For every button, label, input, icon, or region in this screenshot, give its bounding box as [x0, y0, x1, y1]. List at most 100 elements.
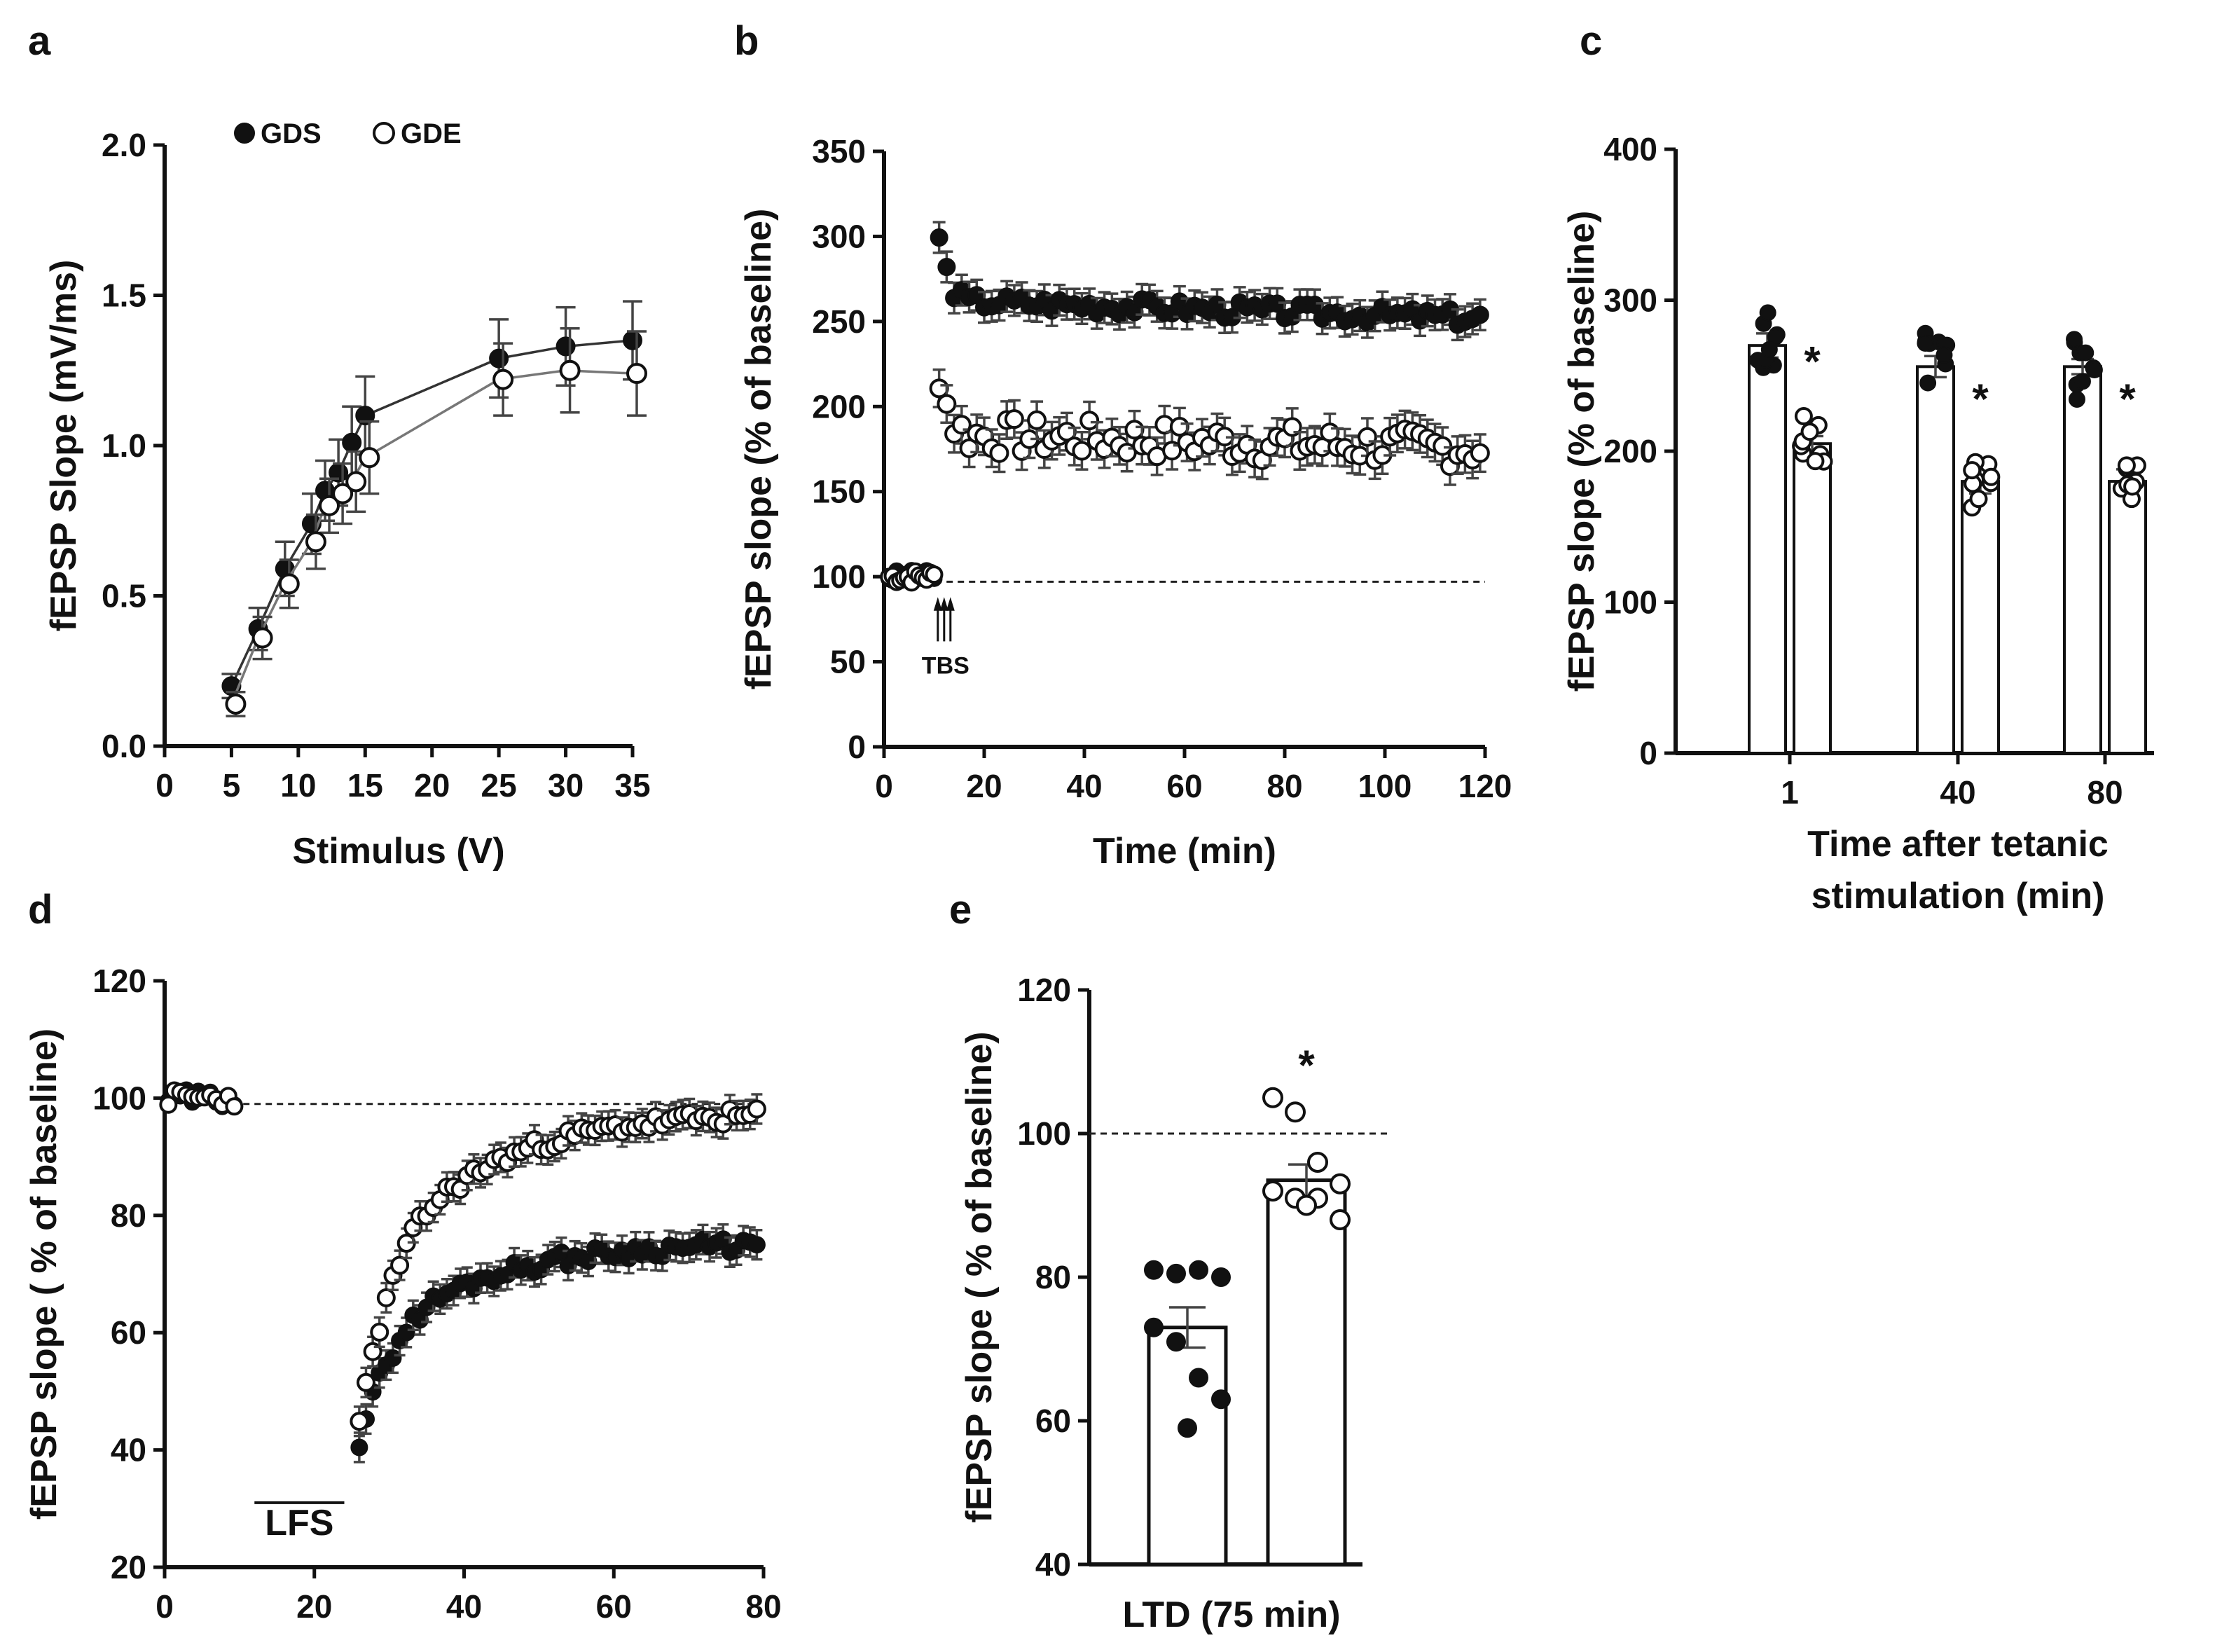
data-point-gde [492, 369, 514, 390]
baseline-point-gde [225, 1097, 244, 1116]
panel-label: e [949, 887, 972, 932]
data-point-gde [1262, 1087, 1283, 1108]
baseline-point-gde [925, 565, 944, 584]
x-axis-label: Stimulus (V) [292, 831, 504, 872]
legend-marker-gds [234, 123, 255, 144]
data-point-gde [2117, 456, 2136, 475]
data-point-gds [2085, 361, 2103, 378]
data-point-gde [1969, 490, 1988, 509]
series-line-gde [230, 369, 633, 705]
panel-a-chart: 0.0 0.5 1.0 1.5 2.0 0 5 10 15 20 25 30 35 fEPSP Slope… [43, 118, 651, 872]
y-tick-label: 400 [1603, 131, 1657, 167]
legend-label-gde: GDE [401, 118, 462, 149]
data-point-gds [2066, 331, 2083, 348]
y-axis-label: fEPSP slope ( % of baseline) [24, 1028, 64, 1520]
panel-label: d [28, 887, 53, 932]
data-point-gds [1189, 1260, 1208, 1280]
y-tick-label: 120 [92, 963, 146, 999]
y-tick-label: 0 [848, 729, 866, 765]
data-point-gds [1919, 374, 1937, 392]
y-tick-label: 0.5 [102, 578, 146, 614]
x-tick-label: 120 [1458, 768, 1512, 804]
x-tick-label: 60 [596, 1588, 632, 1625]
significance-star: * [2119, 376, 2136, 422]
series-line-gds [230, 339, 633, 687]
x-tick-label: 60 [1166, 768, 1202, 804]
data-point-gde [937, 394, 957, 414]
data-point-gds [555, 336, 576, 357]
data-point-gde [1806, 452, 1825, 471]
data-point-gde [1433, 436, 1453, 456]
x-axis-label-line: stimulation (min) [1812, 876, 2105, 916]
data-point-gde [1357, 427, 1377, 447]
tbs-label: TBS [922, 653, 969, 680]
x-tick-label: 100 [1358, 768, 1412, 804]
data-point-gds [350, 1438, 368, 1457]
data-point-gds [2068, 391, 2085, 408]
legend-label-gds: GDS [261, 118, 322, 149]
y-axis-label: fEPSP slope (% of baseline) [738, 209, 779, 690]
data-point-gds [2073, 373, 2091, 390]
lfs-label: LFS [265, 1503, 333, 1543]
y-axis-label: fEPSP slope (% of baseline) [1561, 211, 1602, 692]
x-tick-label: 40 [1940, 774, 1975, 811]
y-tick-label: 60 [111, 1314, 146, 1351]
y-tick-label: 200 [1603, 433, 1657, 469]
data-point-gds [342, 432, 362, 453]
y-tick-label: 100 [812, 558, 866, 595]
data-point-gds [747, 1236, 766, 1254]
data-point-gds [1759, 304, 1776, 322]
x-tick-label: 0 [156, 1588, 174, 1625]
x-axis-label: LTD (75 min) [1122, 1595, 1340, 1635]
data-point-gds [1166, 1263, 1186, 1283]
data-point-gds [937, 258, 956, 277]
x-tick-label: 25 [481, 767, 517, 804]
y-axis-label: fEPSP slope ( % of baseline) [959, 1031, 1000, 1522]
y-tick-label: 100 [1603, 584, 1657, 621]
data-point-gds [1760, 340, 1778, 358]
data-point-gds [1144, 1317, 1164, 1337]
data-point-gde [1124, 420, 1145, 440]
x-axis-label-line: Time after tetanic [1807, 824, 2109, 865]
panel-b-chart: 0 50 100 150 200 250 300 350 0 20 40 60 80 100 120 fEPS… [738, 133, 1512, 872]
x-tick-label: 30 [548, 767, 584, 804]
data-point-gde [251, 627, 273, 649]
data-point-gde [1330, 1209, 1351, 1230]
bar-gds [2063, 365, 2102, 755]
data-point-gde [1800, 422, 1819, 441]
data-point-gde [1079, 411, 1100, 431]
data-point-gde [1004, 409, 1024, 429]
x-axis-label: Time (min) [1093, 831, 1276, 872]
data-point-gde [1307, 1152, 1328, 1173]
y-tick-label: 50 [830, 644, 866, 680]
y-tick-label: 0 [1639, 735, 1657, 771]
y-tick-label: 150 [812, 474, 866, 510]
bar-gde [1793, 442, 1832, 755]
data-point-gds [623, 330, 642, 350]
data-point-gde [359, 447, 380, 469]
y-tick-label: 100 [92, 1080, 146, 1116]
y-tick-label: 80 [111, 1197, 146, 1234]
data-point-gde [390, 1255, 410, 1275]
data-point-gde [350, 1412, 369, 1431]
data-point-gds [1211, 1389, 1231, 1410]
data-point-gde [1027, 410, 1047, 430]
panel-c-chart: 0 100 200 300 400 fEPSP slope (% of baseline)… [1561, 131, 2154, 916]
x-tick-label: 0 [875, 768, 893, 804]
data-point-gde [1470, 443, 1490, 463]
data-point-gde [319, 495, 340, 516]
y-tick-label: 300 [812, 218, 866, 254]
data-point-gds [1144, 1260, 1164, 1280]
y-tick-label: 20 [111, 1549, 146, 1585]
bar-gde [2108, 480, 2147, 755]
x-tick-label: 15 [347, 767, 383, 804]
data-point-gde [370, 1322, 389, 1342]
y-tick-label: 100 [1017, 1115, 1071, 1152]
data-point-gds [2077, 344, 2095, 362]
bar-gds [1916, 365, 1955, 755]
panel-label: c [1580, 18, 1602, 64]
data-point-gds [1470, 305, 1489, 324]
data-point-gds [1178, 1418, 1197, 1438]
x-tick-label: 5 [223, 767, 241, 804]
data-point-gde [1330, 1173, 1351, 1195]
